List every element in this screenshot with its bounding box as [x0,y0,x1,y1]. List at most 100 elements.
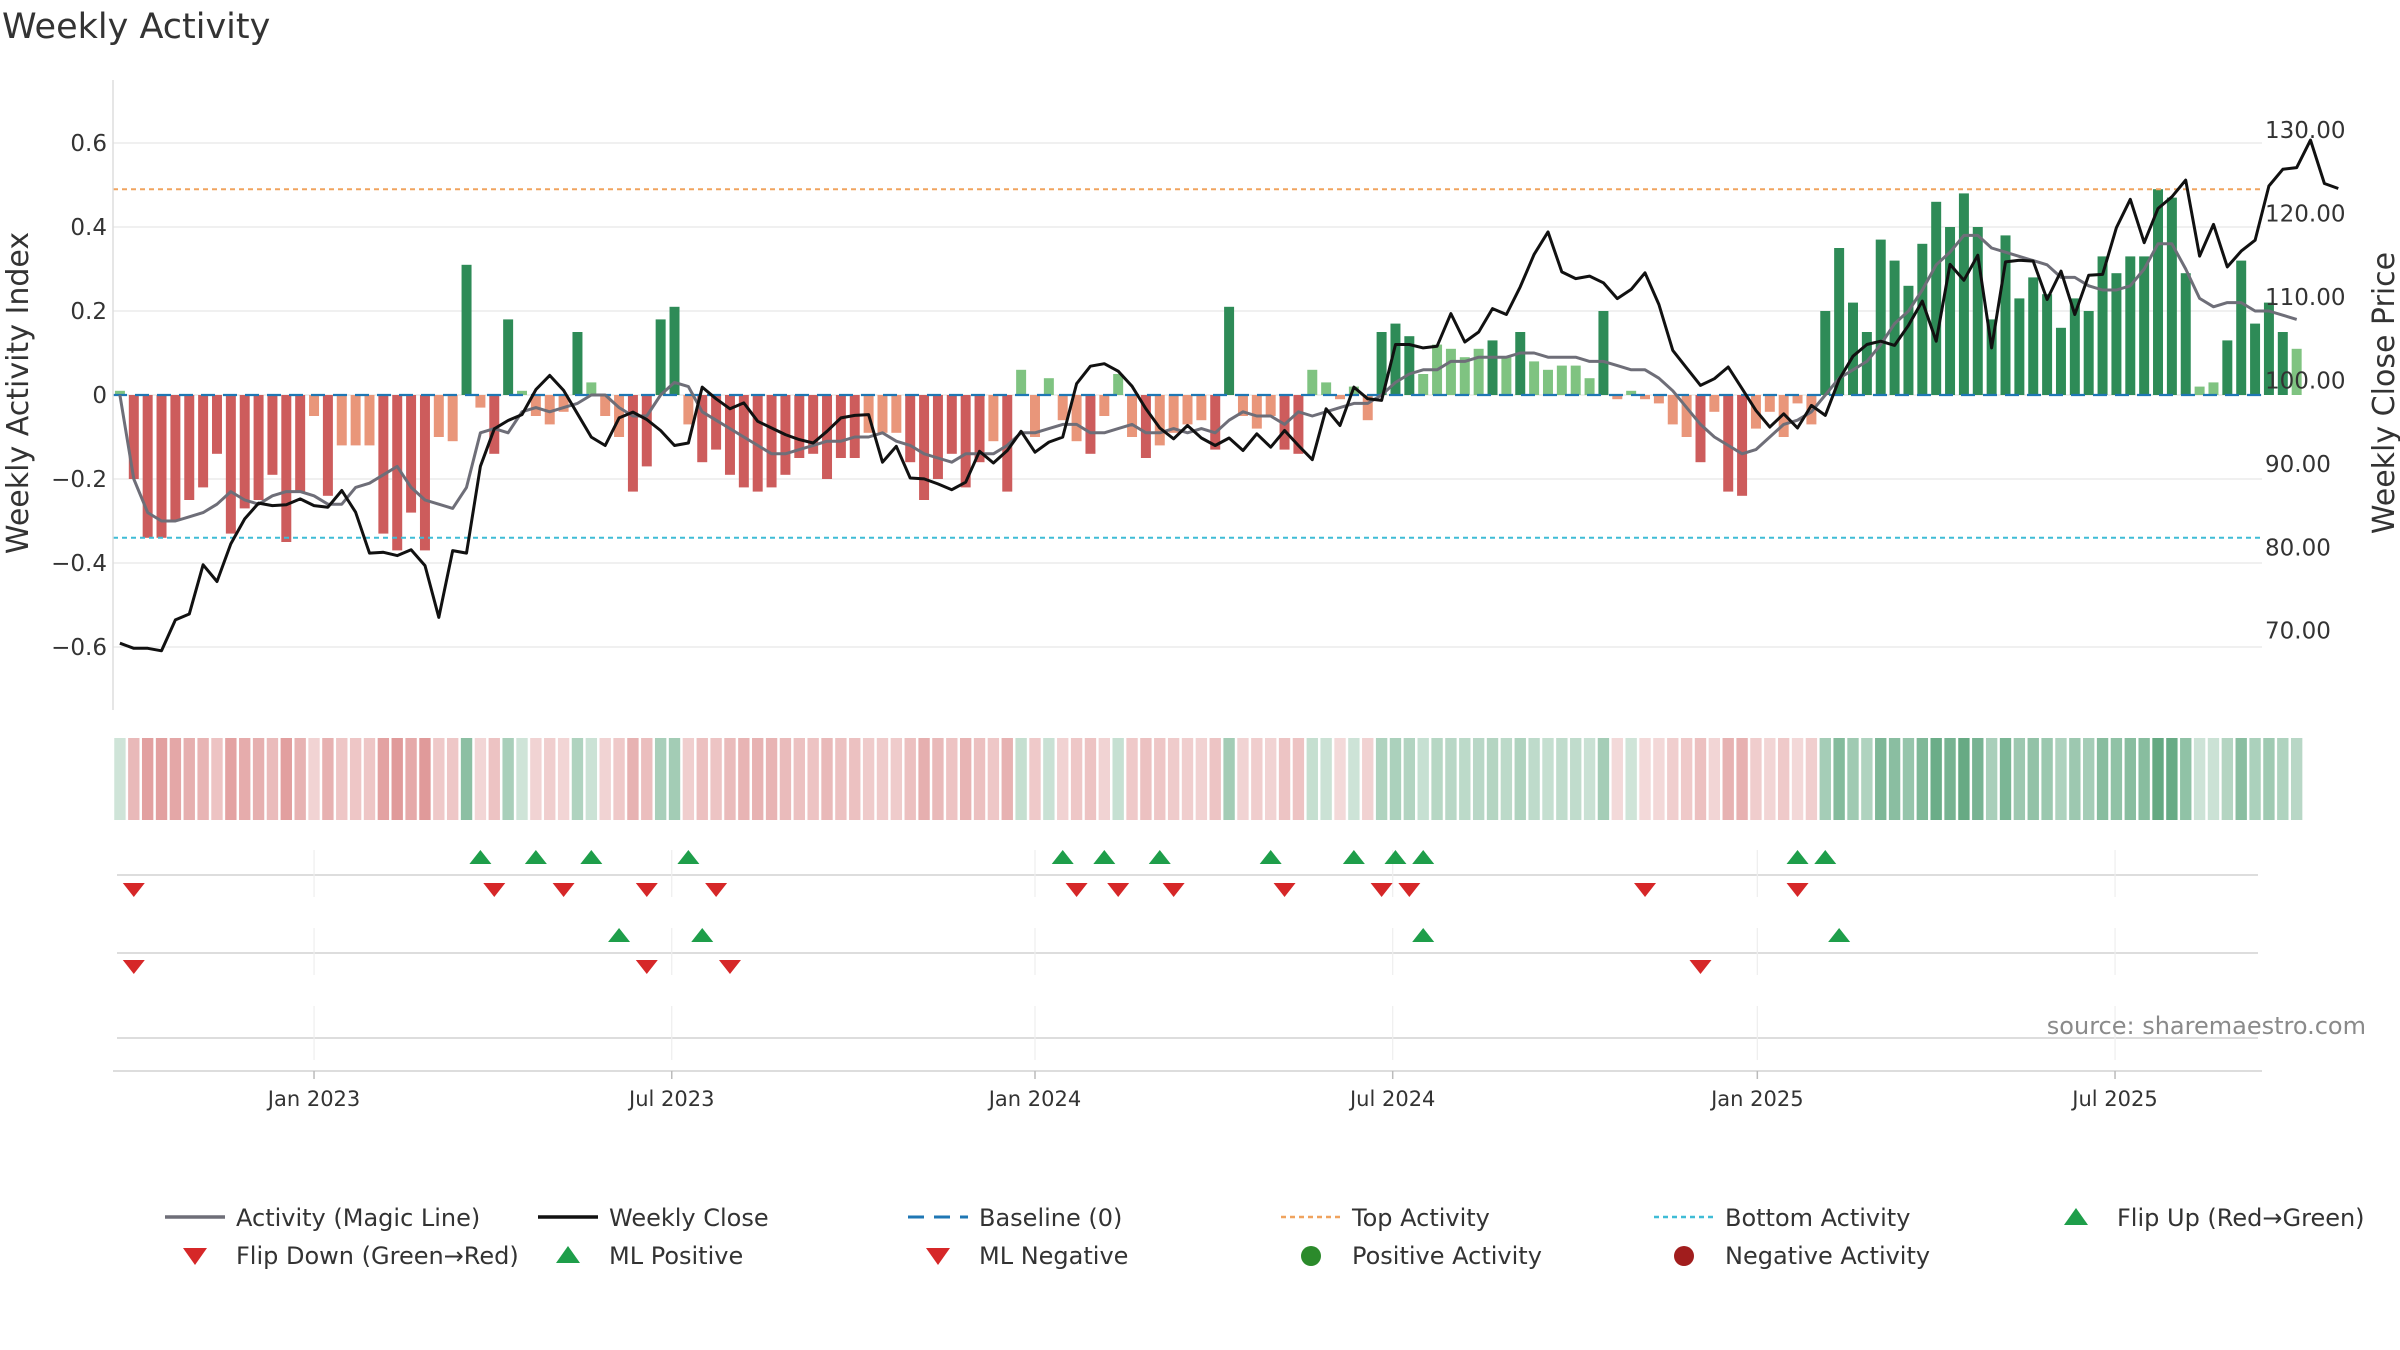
activity-bar [835,395,846,458]
ml-positive-marker [1828,928,1851,942]
activity-bar [1418,374,1429,395]
activity-bar [1279,395,1290,450]
heat-cell [696,738,708,820]
weekly-close-series [119,138,2339,653]
heat-cell [1958,738,1970,820]
activity-bar [1958,193,1969,395]
heat-cell [1098,738,1110,820]
activity-bar [2277,332,2288,395]
heat-cell [2263,738,2275,820]
activity-bar [1681,395,1692,437]
heat-cell [1653,738,1665,820]
heat-cell [183,738,195,820]
activity-bar [406,395,417,513]
activity-bar [919,395,930,500]
activity-bar [378,395,389,534]
heat-cell [641,738,653,820]
activity-bar [364,395,375,446]
activity-bar [239,395,250,509]
x-tick-label: Jul 2023 [627,1087,714,1111]
heat-cell [1209,738,1221,820]
heat-cell [1167,738,1180,820]
activity-bar [2208,382,2219,395]
activity-bar [2111,273,2122,395]
activity-bar [2139,256,2150,395]
heat-cell [419,738,431,820]
activity-bar [1445,348,1456,395]
activity-bar [1764,395,1775,412]
activity-bar [350,395,361,446]
activity-bar [669,306,680,395]
activity-bar [503,319,514,395]
heat-cell [544,738,556,820]
flip-up-marker [1259,850,1282,864]
activity-bar [1737,395,1748,496]
axes: −0.6 −0.4 −0.2 0 0.2 0.4 0.6 70.00 80.00 90.00 100… [51,80,2345,710]
activity-bar [572,332,583,395]
heat-cell [488,738,500,820]
heat-cell [862,738,875,820]
heat-cell [946,738,958,820]
activity-bar [1875,239,1886,395]
activity-bar [1889,260,1900,395]
heat-cell [1764,738,1776,820]
heat-cell [1583,738,1596,820]
heat-cell [1237,738,1249,820]
activity-bar [489,395,500,454]
flip-up-marker [524,850,547,864]
activity-bar [1168,395,1179,433]
heat-cell [599,738,611,820]
flip-down-marker [122,883,145,897]
heat-cell [2013,738,2026,820]
heat-cell [225,738,237,820]
heat-cell [1888,738,1901,820]
activity-bar [1473,348,1484,395]
activity-bar [614,395,625,437]
heat-cell [1112,738,1124,820]
activity-bar [2236,260,2247,395]
activity-bar [1210,395,1221,450]
heat-cell [557,738,570,820]
heat-cell [2290,738,2303,820]
heat-cell [710,738,722,820]
flip-up-marker [1384,850,1407,864]
activity-bar [1556,365,1567,395]
ml-negative-marker [718,960,741,974]
heat-cell [446,738,459,820]
activity-bar [1931,201,1942,395]
activity-bar [1584,378,1595,395]
heat-cell [1375,738,1388,820]
flip-up-marker [580,850,603,864]
flip-down-marker [1634,883,1657,897]
activity-bar [1016,369,1027,395]
heat-cell [141,738,154,820]
heat-cell [1639,738,1651,820]
heat-cell [2193,738,2206,820]
heat-cell [835,738,847,820]
activity-bar [905,395,916,463]
heat-cell [1777,738,1790,820]
activity-bar [2014,298,2025,395]
heat-cell [849,738,861,820]
legend-item: Negative Activity [1674,1242,1930,1270]
legend-item: Activity (Magic Line) [165,1204,480,1232]
activity-bar [655,319,666,395]
heat-cell [2249,738,2261,820]
flip-up-marker [677,850,700,864]
activity-bar [1972,227,1983,395]
flip-down-marker [1162,883,1185,897]
legend-item: Positive Activity [1301,1242,1542,1270]
activity-bar [1778,395,1789,437]
activity-bar [392,395,403,551]
heat-cell [1486,738,1499,820]
activity-bar [1154,395,1165,446]
heat-cell [1029,738,1041,820]
activity-bar [2028,277,2039,395]
source-credit: source: sharemaestro.com [2047,1012,2366,1040]
activity-bar [1307,369,1318,395]
activity-bar [974,395,985,463]
activity-bar [683,395,694,425]
activity-bar [1390,323,1401,395]
heat-cell [114,738,126,820]
heat-cell [1500,738,1513,820]
